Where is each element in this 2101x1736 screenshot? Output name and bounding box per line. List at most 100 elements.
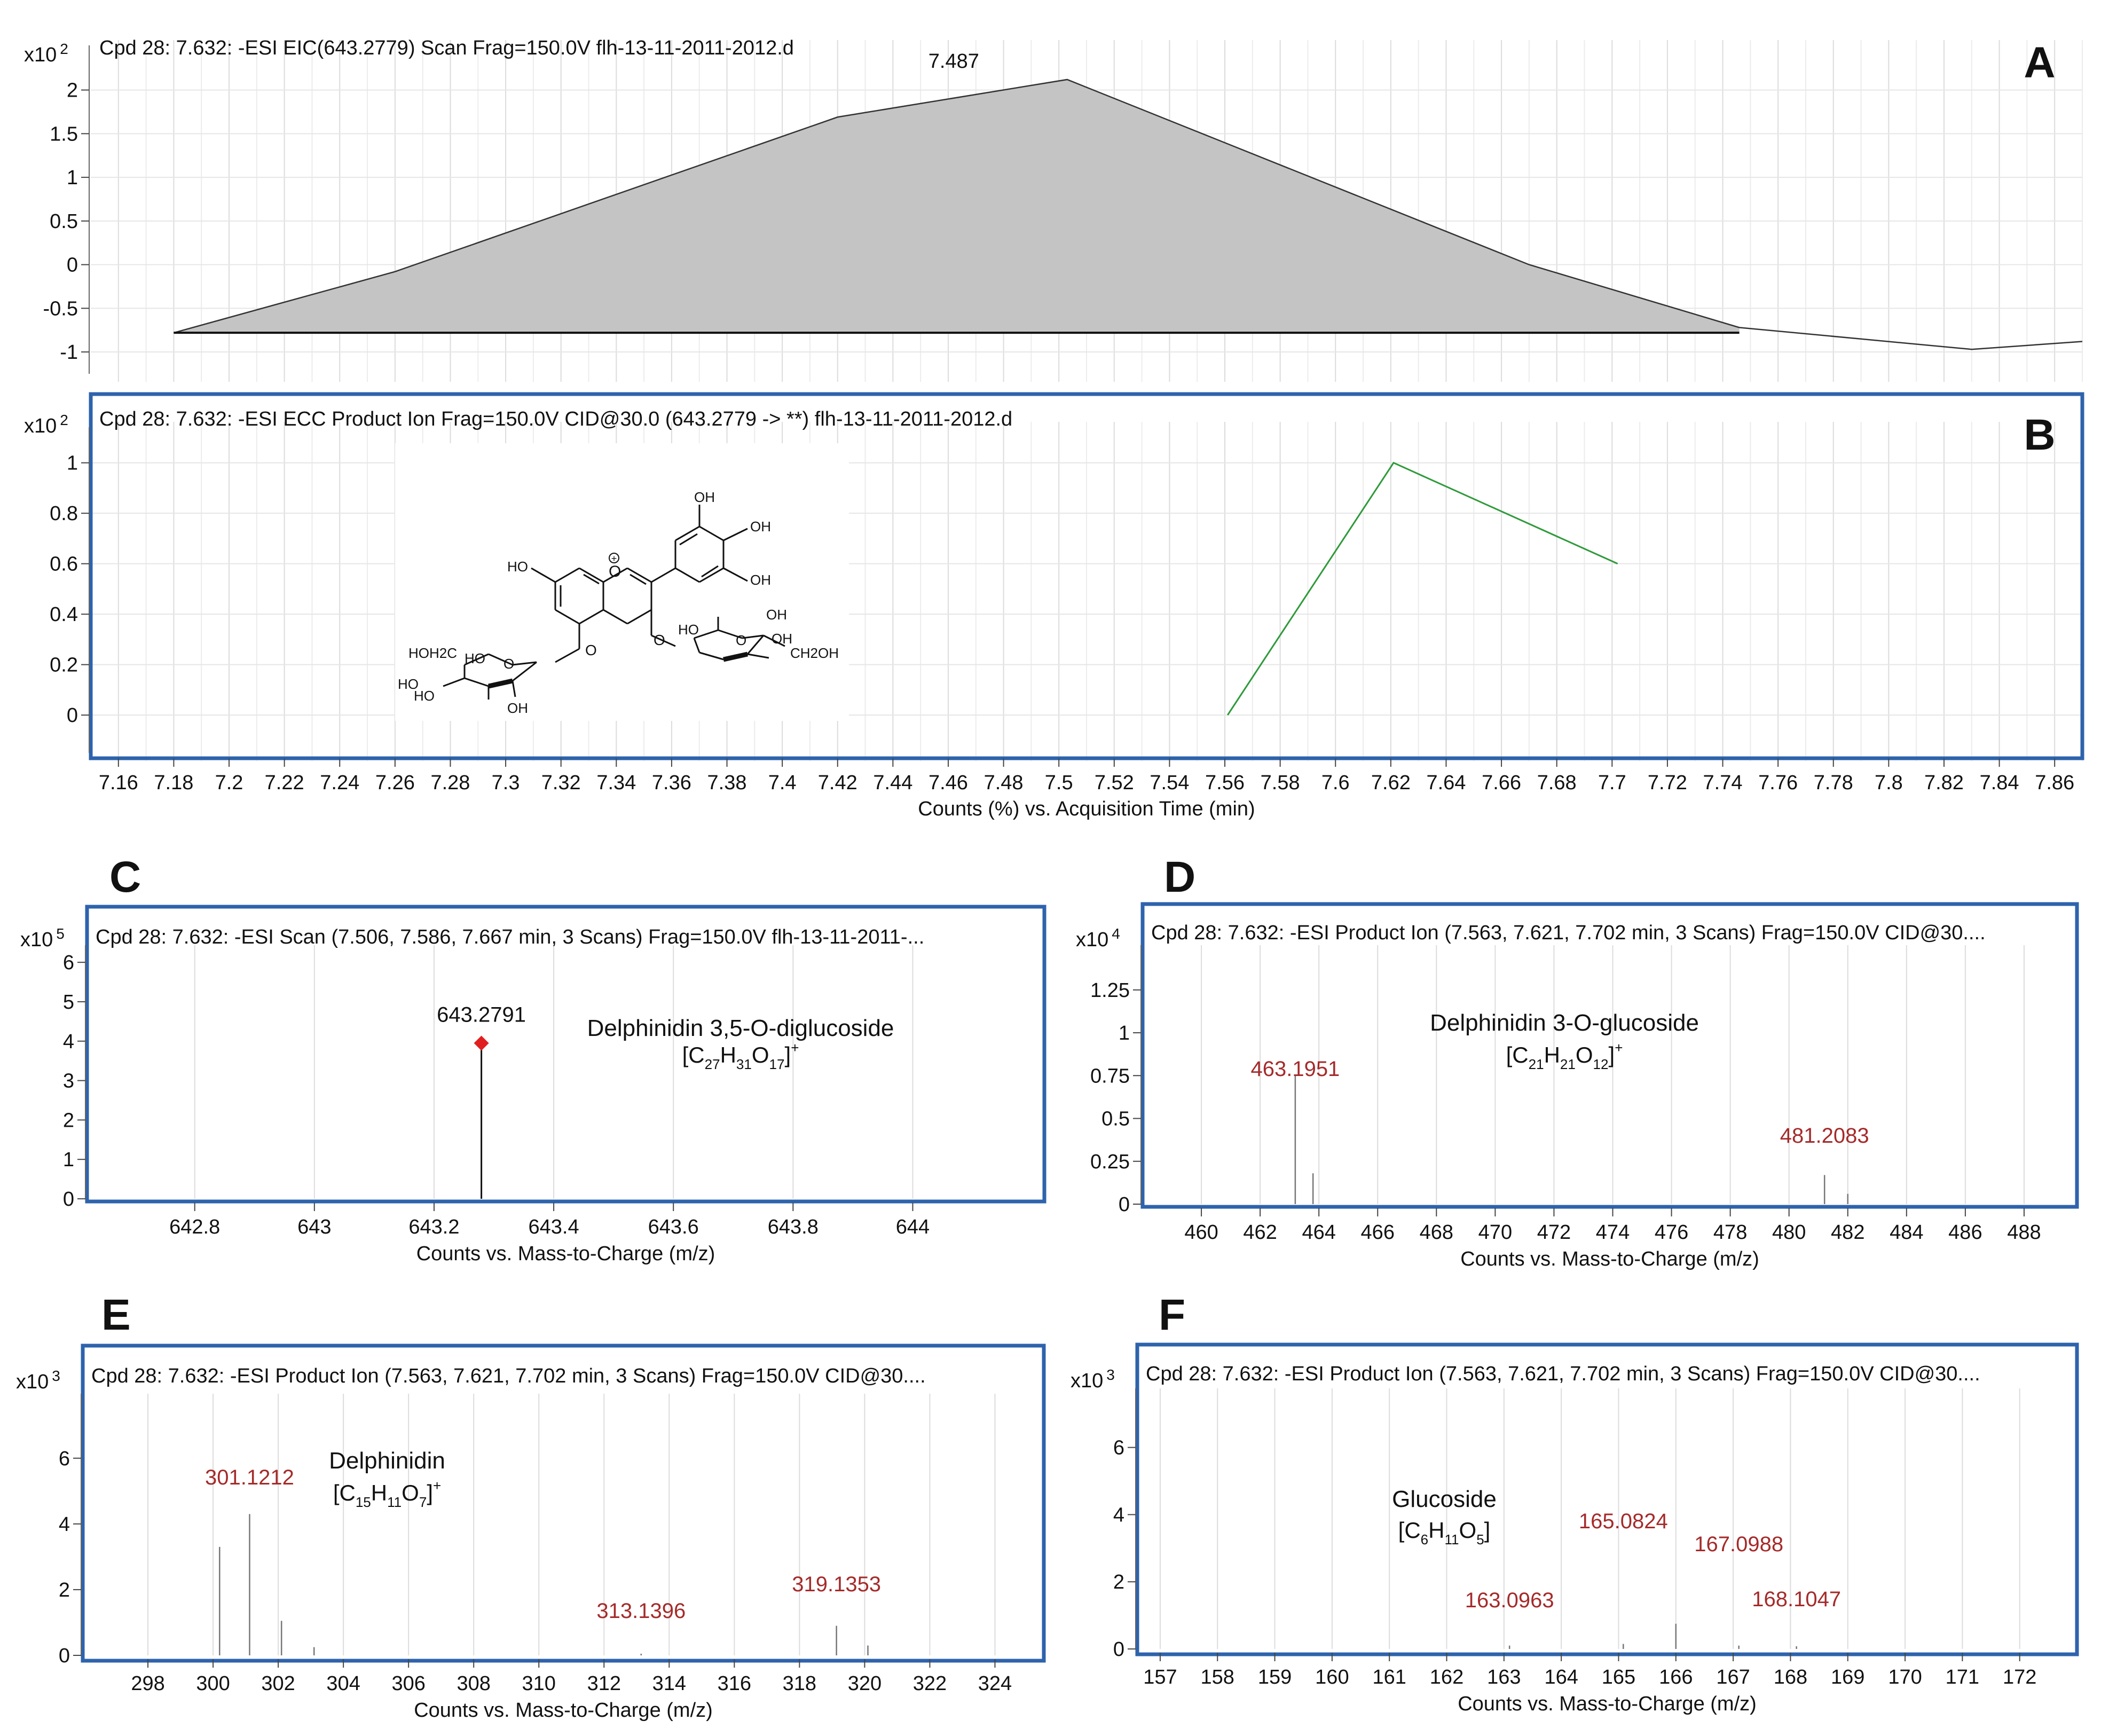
bond	[675, 525, 700, 541]
x-tick-label: 7.66	[1482, 772, 1521, 794]
glycosidic-oxygen-3: O	[654, 632, 665, 648]
x-tick-label: 7.54	[1150, 772, 1189, 794]
x-tick-label: 159	[1258, 1666, 1292, 1688]
panel-frame	[81, 1344, 1046, 1663]
structure-label: OH	[750, 572, 771, 588]
chart-title: Cpd 28: 7.632: -ESI Scan (7.506, 7.586, …	[96, 926, 924, 948]
y-tick-label: 1	[63, 1149, 74, 1171]
bond	[699, 525, 724, 541]
bond	[512, 680, 516, 697]
bond	[512, 661, 537, 682]
x-tick-label: 476	[1655, 1221, 1688, 1244]
y-multiplier: x10 4	[1076, 925, 1120, 951]
x-tick-label: 7.58	[1261, 772, 1300, 794]
x-tick-label: 643.4	[529, 1216, 579, 1238]
x-tick-label: 7.36	[652, 772, 691, 794]
panel-frame	[89, 392, 2084, 760]
y-tick-label: 0.75	[1090, 1065, 1130, 1087]
y-tick-label: 0.5	[50, 210, 78, 233]
x-tick-label: 7.26	[375, 772, 415, 794]
peak-label: 168.1047	[1752, 1588, 1841, 1611]
x-tick-label: 7.52	[1095, 772, 1134, 794]
y-tick-label: 0.25	[1090, 1151, 1130, 1173]
x-tick-label: 316	[718, 1672, 751, 1695]
eic-trace	[174, 78, 2083, 350]
x-tick-label: 7.74	[1703, 772, 1743, 794]
y-tick-label: 6	[1113, 1437, 1124, 1459]
bond	[718, 629, 743, 639]
x-tick-label: 164	[1544, 1666, 1578, 1688]
bond	[742, 634, 764, 639]
x-tick-label: 7.28	[430, 772, 470, 794]
x-tick-label: 7.48	[984, 772, 1024, 794]
x-tick-label: 298	[131, 1672, 164, 1695]
x-tick-label: 7.4	[768, 772, 797, 794]
y-tick-label: 2	[1113, 1571, 1124, 1593]
bond	[763, 634, 785, 647]
structure-label: CH2OH	[790, 645, 839, 661]
panel-label: C	[109, 853, 141, 901]
x-tick-label: 470	[1478, 1221, 1512, 1244]
bond	[723, 528, 748, 541]
x-tick-label: 306	[391, 1672, 425, 1695]
x-tick-label: 7.42	[818, 772, 857, 794]
bond	[464, 677, 489, 687]
panel-label: A	[2024, 38, 2055, 87]
y-tick-label: 0	[1119, 1193, 1130, 1216]
x-tick-label: 468	[1420, 1221, 1453, 1244]
x-tick-label: 318	[783, 1672, 816, 1695]
chart-title: Cpd 28: 7.632: -ESI Product Ion (7.563, …	[1151, 922, 1986, 944]
panel-a: -1 -0.5 0 0.5 1 1.5 2 Cpd 28: 7.632: -ESI EIC(6…	[24, 37, 2083, 382]
peak-label: 481.2083	[1780, 1124, 1869, 1148]
y-tick-label: 4	[59, 1513, 70, 1536]
peak-label: 643.2791	[437, 1003, 526, 1026]
panel-c: 0 1 2 3 4 5 6 Cpd 28: 7.632: -ESI Scan (7.506, …	[20, 853, 1046, 1265]
bond	[579, 609, 604, 625]
y-tick-label: 1	[67, 452, 78, 475]
bond	[699, 651, 724, 661]
bond	[555, 648, 580, 663]
y-multiplier: x10 3	[16, 1368, 60, 1393]
bond	[531, 567, 556, 583]
structure-background	[395, 443, 849, 721]
bond	[675, 567, 700, 583]
panel-frame	[1135, 1342, 2079, 1656]
bond	[603, 609, 628, 625]
x-tick-label: 302	[261, 1672, 295, 1695]
double-bond	[701, 565, 719, 578]
y-multiplier: x10 2	[24, 412, 68, 437]
x-tick-label: 314	[652, 1672, 686, 1695]
x-tick-label: 474	[1596, 1221, 1630, 1244]
x-tick-label: 7.8	[1875, 772, 1903, 794]
x-tick-label: 7.64	[1426, 772, 1466, 794]
compound-name: Delphinidin 3,5-O-diglucoside	[587, 1015, 894, 1041]
charge-sign: +	[611, 553, 617, 564]
structure-label: HO	[414, 688, 435, 704]
x-tick-label: 464	[1302, 1221, 1335, 1244]
panel-e: 0 2 4 6 Cpd 28: 7.632: -ESI Product Ion (7.5…	[16, 1291, 1046, 1722]
y-tick-label: 3	[63, 1070, 74, 1093]
peak-label: 167.0988	[1694, 1533, 1783, 1556]
structure-label: OH	[772, 631, 792, 647]
y-tick-label: 0.8	[50, 502, 78, 525]
x-tick-label: 480	[1772, 1221, 1806, 1244]
x-tick-label: 642.8	[169, 1216, 220, 1238]
y-tick-label: 0	[67, 254, 78, 277]
y-tick-label: 0.2	[50, 654, 78, 677]
x-tick-label: 7.72	[1648, 772, 1687, 794]
y-tick-label: 0	[63, 1188, 74, 1211]
y-tick-label: 0	[1113, 1638, 1124, 1661]
x-tick-label: 643.2	[408, 1216, 459, 1238]
peak-area	[174, 79, 1740, 333]
bond	[627, 609, 652, 625]
x-tick-label: 7.3	[492, 772, 520, 794]
structure-label: HOH2C	[408, 645, 457, 661]
y-tick-label: 0	[67, 704, 78, 727]
x-tick-label: 462	[1243, 1221, 1277, 1244]
x-tick-label: 7.34	[596, 772, 636, 794]
y-tick-label: -0.5	[43, 297, 78, 320]
x-tick-label: 7.82	[1924, 772, 1964, 794]
x-tick-label: 161	[1372, 1666, 1406, 1688]
